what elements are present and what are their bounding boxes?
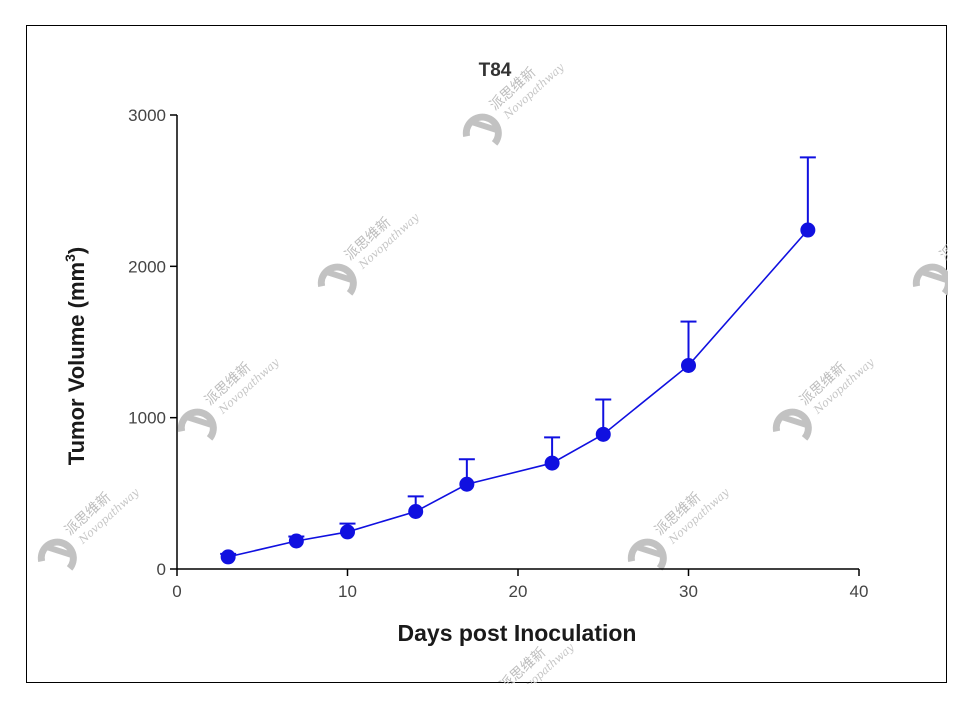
watermark-logo-slash — [472, 119, 501, 134]
chart-title: T84 — [479, 60, 512, 81]
data-point — [220, 549, 236, 565]
watermark-logo-slash — [922, 269, 948, 284]
data-point — [544, 455, 560, 471]
x-tick-label: 10 — [338, 582, 357, 601]
series-line — [227, 229, 809, 558]
x-tick-label: 40 — [850, 582, 869, 601]
y-tick-label: 0 — [157, 560, 166, 579]
watermark-logo-slash — [327, 269, 356, 284]
watermark-logo-slash — [782, 414, 811, 429]
watermark-logo-icon — [317, 263, 357, 296]
y-axis-label-text: Tumor Volume (mm — [64, 262, 89, 465]
watermark-logo-slash — [637, 544, 666, 559]
y-axis-label: Tumor Volume (mm3) — [62, 247, 89, 465]
x-axis-label: Days post Inoculation — [398, 620, 637, 646]
chart-frame: 派思维新 Novopathway 派思维新 Novopathway 派思维新 Novopa… — [26, 25, 948, 684]
data-point — [340, 524, 355, 540]
watermark-logo-icon — [462, 113, 502, 146]
axes — [170, 114, 860, 576]
watermark-logo-slash — [187, 414, 216, 429]
y-axis-label-superscript: 3 — [62, 254, 78, 262]
data-point — [595, 426, 611, 442]
data-point — [288, 533, 304, 549]
data-point — [800, 222, 816, 238]
watermark-text: 派思维新 — [937, 214, 948, 263]
y-tick-label: 2000 — [128, 257, 166, 276]
watermark-logo-icon — [912, 263, 948, 296]
data-point — [408, 503, 424, 519]
x-tick-label: 20 — [509, 582, 528, 601]
y-tick-label: 3000 — [128, 106, 166, 125]
watermark-logo-icon — [37, 538, 77, 571]
plot-area — [220, 156, 816, 565]
watermark-logo-icon — [177, 408, 217, 441]
tick-labels: 0 1000 2000 3000 0 10 20 30 40 — [128, 106, 868, 601]
watermark-logo-icon — [627, 538, 667, 571]
data-point — [681, 357, 696, 373]
watermark-logo-icon — [772, 408, 812, 441]
x-tick-label: 30 — [679, 582, 698, 601]
x-tick-label: 0 — [172, 582, 181, 601]
data-point — [459, 476, 475, 492]
watermark-logo-slash — [47, 544, 76, 559]
y-axis-label-close: ) — [64, 247, 89, 254]
y-tick-label: 1000 — [128, 409, 166, 428]
